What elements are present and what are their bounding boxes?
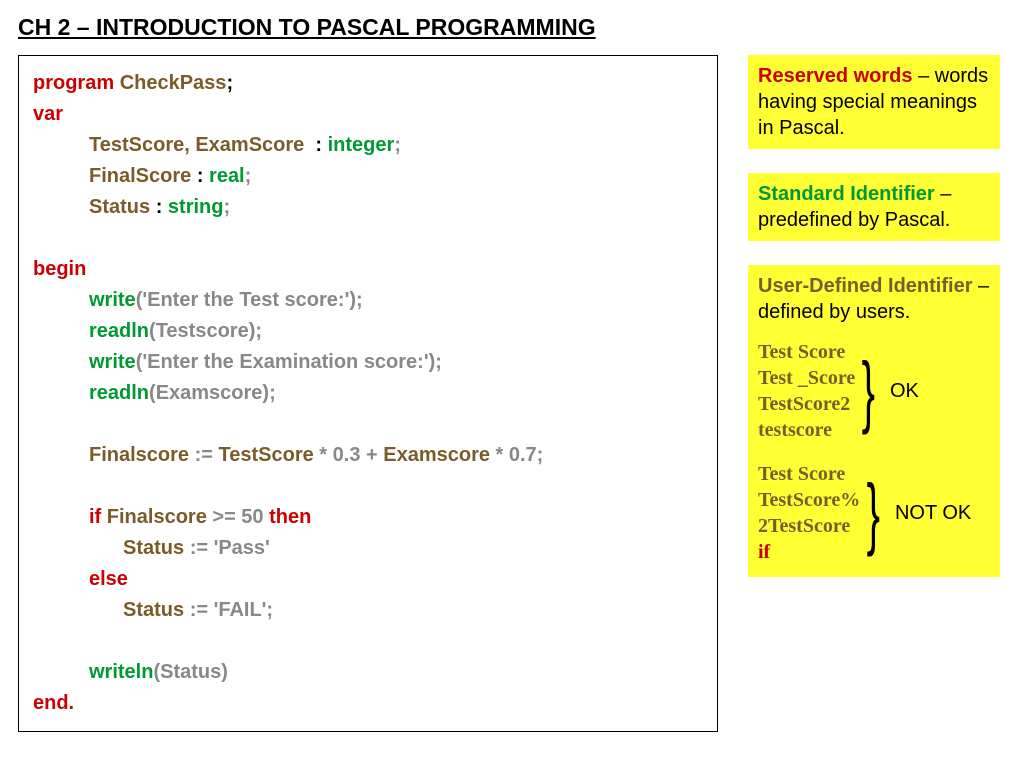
notok-examples: Test Score TestScore% 2TestScore if } NO… [758,461,990,565]
page-title: CH 2 – INTRODUCTION TO PASCAL PROGRAMMIN… [18,14,1006,41]
sidebar-notes: Reserved words – words having special me… [748,55,1000,732]
notok-label: NOT OK [895,500,971,526]
ok-label: OK [890,378,919,404]
ok-examples: Test Score Test _Score TestScore2 testsc… [758,339,990,443]
note-reserved-words: Reserved words – words having special me… [748,55,1000,149]
code-box: program CheckPass; var TestScore, ExamSc… [18,55,718,732]
main-layout: program CheckPass; var TestScore, ExamSc… [18,55,1006,732]
brace-icon: } [867,473,880,553]
note-standard-identifier: Standard Identifier – predefined by Pasc… [748,173,1000,241]
brace-icon: } [862,351,875,431]
note-user-defined-identifier: User-Defined Identifier – defined by use… [748,265,1000,577]
